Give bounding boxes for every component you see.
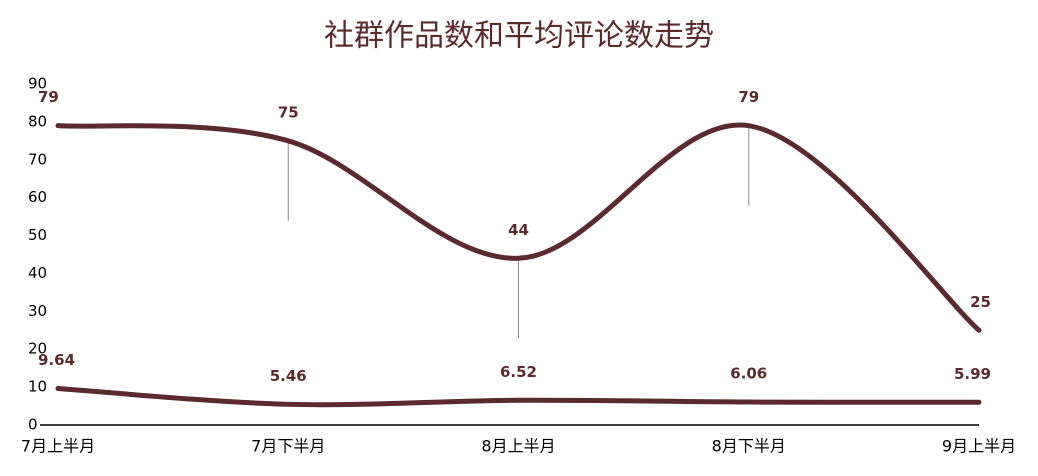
data-label: 44 (508, 221, 529, 239)
chart-title: 社群作品数和平均评论数走势 (324, 19, 714, 54)
data-label: 9.64 (38, 351, 75, 369)
x-tick-label: 9月上半月 (942, 437, 1016, 456)
data-label: 5.46 (270, 367, 307, 385)
y-tick-label: 20 (28, 340, 47, 358)
data-label: 5.99 (954, 365, 991, 383)
y-tick-label: 70 (28, 150, 47, 168)
y-tick-label: 40 (28, 264, 47, 282)
line (55, 385, 982, 408)
data-label: 79 (38, 88, 59, 106)
x-tick-label: 8月上半月 (481, 437, 555, 456)
data-label: 6.52 (500, 363, 537, 381)
y-tick-label: 10 (28, 378, 47, 396)
x-tick-label: 7月下半月 (251, 437, 325, 456)
data-label: 79 (738, 88, 759, 106)
y-tick-label: 60 (28, 188, 47, 206)
line (55, 122, 982, 333)
x-tick-label: 8月下半月 (712, 437, 786, 456)
x-tick-label: 7月上半月 (21, 437, 95, 456)
y-tick-label: 0 (28, 416, 38, 434)
data-label: 6.06 (730, 365, 767, 383)
y-tick-label: 50 (28, 226, 47, 244)
y-tick-label: 90 (28, 75, 47, 93)
y-tick-label: 30 (28, 302, 47, 320)
data-label: 25 (970, 293, 991, 311)
y-tick-label: 80 (28, 112, 47, 130)
data-label: 75 (278, 103, 299, 121)
